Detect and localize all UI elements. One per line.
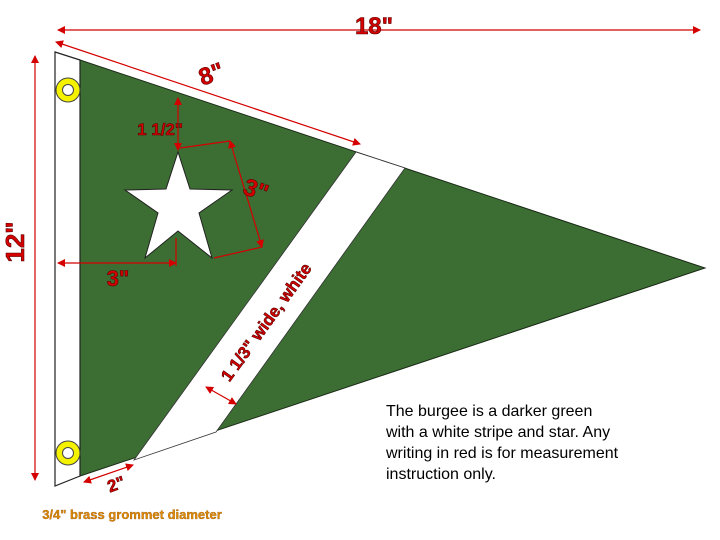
stripe-width-arrow bbox=[205, 386, 237, 405]
star-offset-top-label: 1 1/2" bbox=[137, 120, 183, 139]
note-line: writing in red is for measurement bbox=[386, 445, 619, 462]
note-line: The burgee is a darker green bbox=[386, 403, 593, 420]
star-icon bbox=[123, 150, 234, 260]
instruction-note: The burgee is a darker green with a whit… bbox=[386, 401, 686, 485]
top-edge-arrow bbox=[55, 40, 361, 146]
dimension-lines bbox=[31, 26, 701, 484]
grommet-label: 3/4" brass grommet diameter bbox=[42, 507, 222, 522]
top-edge-label: 8" bbox=[195, 58, 227, 92]
bottom-grommet-icon bbox=[55, 440, 81, 466]
note-line: with a white stripe and star. Any bbox=[386, 424, 611, 441]
star-offset-hoist-label: 3" bbox=[107, 266, 130, 291]
top-grommet-icon bbox=[55, 77, 81, 103]
sleeve-width-label: 2" bbox=[105, 473, 128, 497]
length-label: 18" bbox=[355, 13, 393, 40]
note-line: instruction only. bbox=[386, 466, 496, 483]
hoist-label: 12" bbox=[0, 221, 30, 262]
diagonal-stripe bbox=[132, 151, 406, 461]
star-size-arrow bbox=[228, 140, 264, 248]
sleeve-width-arrow bbox=[83, 463, 134, 484]
hoist-sleeve bbox=[54, 51, 81, 487]
